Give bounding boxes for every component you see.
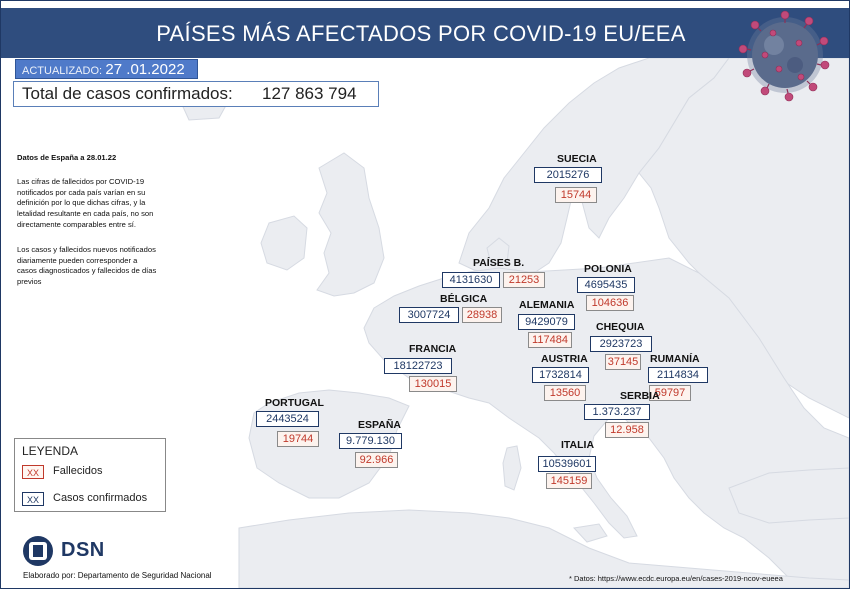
cases-alemania: 9429079	[518, 314, 575, 330]
deaths-belgica: 28938	[462, 307, 502, 323]
legend-deaths-label: Fallecidos	[53, 465, 103, 477]
updated-date-banner: ACTUALIZADO: 27 .01.2022	[15, 59, 198, 79]
deaths-serbia: 12.958	[605, 422, 649, 438]
sicily-land	[572, 523, 608, 543]
legend: LEYENDA XX Fallecidos XX Casos confirmad…	[14, 438, 166, 512]
deaths-italia: 145159	[546, 473, 592, 489]
cases-paises-bajos: 4131630	[442, 272, 500, 288]
great-britain-land	[316, 152, 385, 297]
page-title: PAÍSES MÁS AFECTADOS POR COVID-19 EU/EEA	[156, 21, 686, 46]
coronavirus-icon	[738, 10, 830, 102]
cases-rumania: 2114834	[648, 367, 708, 383]
notes-panel: Datos de España a 28.01.22 Las cifras de…	[17, 153, 157, 302]
dsn-logo: DSN	[23, 536, 123, 568]
legend-title: LEYENDA	[22, 444, 79, 458]
deaths-chequia: 37145	[605, 354, 641, 370]
deaths-alemania: 117484	[528, 332, 572, 348]
dsn-logo-text: DSN	[61, 539, 105, 561]
data-source-text: * Datos: https://www.ecdc.europa.eu/en/c…	[569, 574, 783, 583]
turkey-land	[728, 467, 849, 524]
cases-francia: 18122723	[384, 358, 452, 374]
cases-portugal: 2443524	[256, 411, 319, 427]
deaths-portugal: 19744	[277, 431, 319, 447]
updated-label: ACTUALIZADO:	[22, 65, 103, 77]
finland-russia-land	[638, 58, 849, 419]
country-name-rumania: RUMANÍA	[650, 353, 700, 365]
deaths-suecia: 15744	[555, 187, 597, 203]
deaths-austria: 13560	[544, 385, 586, 401]
updated-date: 27 .01.2022	[105, 61, 185, 78]
cases-suecia: 2015276	[534, 167, 602, 183]
country-name-serbia: SERBIA	[620, 390, 660, 402]
deaths-francia: 130015	[409, 376, 457, 392]
deaths-rumania: 59797	[649, 385, 691, 401]
credit-text: Elaborado por: Departamento de Seguridad…	[23, 571, 212, 580]
notes-heading: Datos de España a 28.01.22	[17, 153, 117, 162]
country-name-austria: AUSTRIA	[541, 353, 588, 365]
europe-map	[169, 58, 849, 588]
dsn-emblem-icon	[23, 536, 53, 566]
country-name-portugal: PORTUGAL	[265, 397, 324, 409]
total-cases-box: Total de casos confirmados: 127 863 794	[13, 81, 379, 107]
header-bar: PAÍSES MÁS AFECTADOS POR COVID-19 EU/EEA	[1, 8, 849, 58]
cases-serbia: 1.373.237	[584, 404, 650, 420]
cases-chequia: 2923723	[590, 336, 652, 352]
north-africa-land	[238, 509, 849, 588]
continental-europe-land	[363, 257, 849, 588]
sardinia-land	[502, 445, 522, 491]
deaths-polonia: 104636	[586, 295, 634, 311]
country-name-paises-bajos: PAÍSES B.	[473, 257, 525, 269]
cases-polonia: 4695435	[577, 277, 635, 293]
country-name-alemania: ALEMANIA	[519, 299, 575, 311]
legend-deaths-swatch: XX	[22, 465, 44, 479]
ireland-land	[260, 215, 308, 271]
country-name-chequia: CHEQUIA	[596, 321, 645, 333]
country-name-italia: ITALIA	[561, 439, 595, 451]
cases-austria: 1732814	[532, 367, 589, 383]
notes-paragraph-1: Las cifras de fallecidos por COVID-19 no…	[17, 176, 154, 229]
denmark-land	[486, 237, 510, 265]
country-name-polonia: POLONIA	[584, 263, 632, 275]
deaths-espana: 92.966	[355, 452, 398, 468]
legend-cases-label: Casos confirmados	[53, 492, 148, 504]
country-name-espana: ESPAÑA	[358, 419, 401, 431]
legend-cases-swatch: XX	[22, 492, 44, 506]
cases-italia: 10539601	[538, 456, 596, 472]
total-cases-value: 127 863 794	[262, 84, 357, 103]
total-cases-label: Total de casos confirmados:	[22, 84, 233, 103]
cases-espana: 9.779.130	[339, 433, 402, 449]
cases-belgica: 3007724	[399, 307, 459, 323]
deaths-paises-bajos: 21253	[503, 272, 545, 288]
country-name-francia: FRANCIA	[409, 343, 457, 355]
country-name-belgica: BÉLGICA	[440, 293, 488, 305]
notes-paragraph-2: Los casos y fallecidos nuevos notificado…	[17, 244, 157, 287]
country-name-suecia: SUECIA	[557, 153, 597, 165]
